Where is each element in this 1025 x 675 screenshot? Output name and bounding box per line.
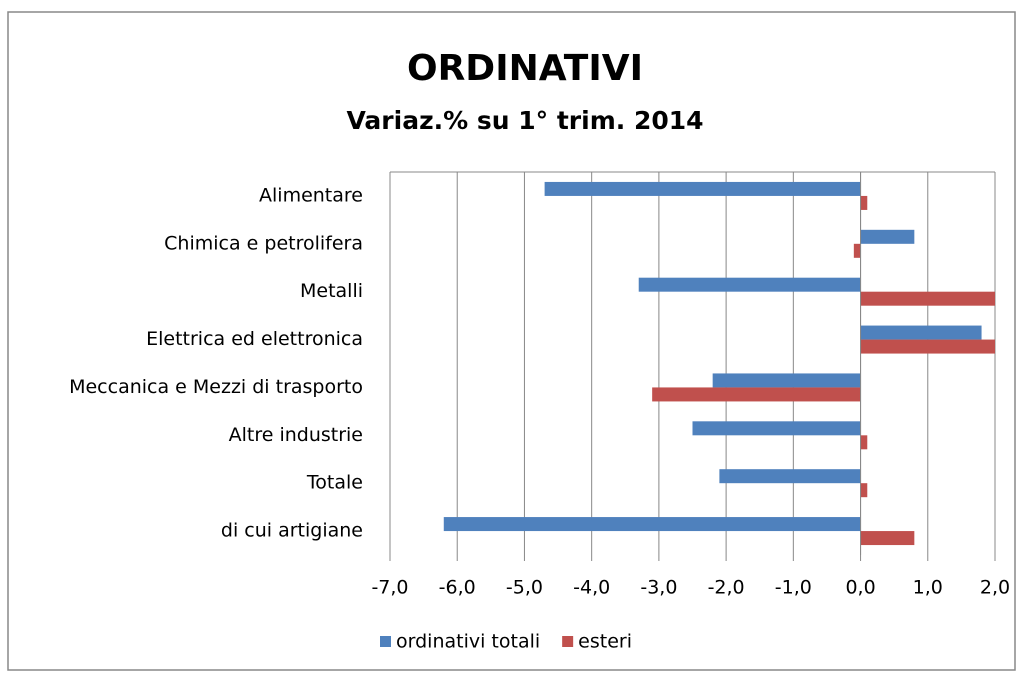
bar (443, 517, 861, 532)
x-tick-label: -7,0 (371, 577, 408, 599)
legend-swatch (562, 636, 574, 647)
bar (860, 195, 868, 210)
legend-swatch (380, 636, 391, 647)
bar (692, 421, 861, 436)
y-tick-label: Meccanica e Mezzi di trasporto (69, 376, 363, 398)
x-tick-label: 1,0 (913, 577, 943, 599)
chart-border (7, 11, 1016, 671)
y-tick-label: di cui artigiane (221, 520, 363, 542)
x-tick-label: -4,0 (573, 577, 610, 599)
bar (719, 469, 861, 484)
chart-subtitle: Variaz.% su 1° trim. 2014 (346, 106, 703, 135)
y-tick-label: Metalli (300, 280, 363, 302)
bar (853, 243, 861, 258)
x-tick-label: -5,0 (506, 577, 543, 599)
bar (860, 229, 915, 244)
bar (860, 325, 982, 340)
bar (860, 339, 995, 354)
bar (652, 387, 861, 402)
legend-label: ordinativi totali (396, 631, 540, 653)
y-tick-label: Totale (306, 472, 363, 494)
y-tick-label: Chimica e petrolifera (164, 232, 363, 254)
y-tick-label: Elettrica ed elettronica (146, 328, 363, 350)
bar (860, 435, 868, 450)
bar (860, 531, 915, 546)
x-tick-label: 2,0 (980, 577, 1010, 599)
bar (712, 373, 861, 388)
bar (544, 181, 861, 196)
bar (860, 291, 995, 306)
chart-title: ORDINATIVI (407, 48, 643, 89)
y-tick-label: Alimentare (259, 184, 363, 206)
legend-label: esteri (578, 631, 632, 653)
y-tick-label: Altre industrie (229, 424, 363, 446)
x-tick-label: 0,0 (845, 577, 875, 599)
x-tick-label: -2,0 (708, 577, 745, 599)
bar (638, 277, 861, 292)
x-tick-label: -6,0 (439, 577, 476, 599)
x-tick-label: -3,0 (640, 577, 677, 599)
x-tick-label: -1,0 (775, 577, 812, 599)
bar (860, 483, 868, 498)
